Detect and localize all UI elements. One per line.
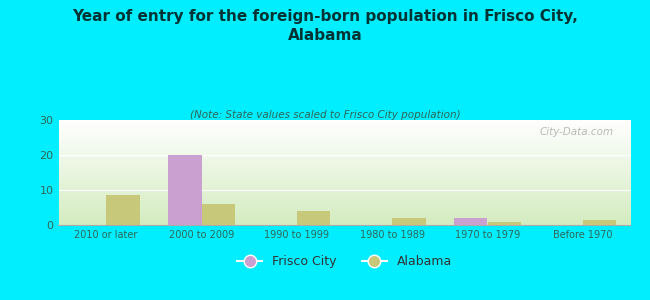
Text: City-Data.com: City-Data.com [540,127,614,137]
Legend: Frisco City, Alabama: Frisco City, Alabama [232,250,457,273]
Bar [297,211,330,225]
Bar [202,204,235,225]
Bar [168,155,202,225]
Bar [392,218,426,225]
Bar [106,195,140,225]
Bar [583,220,616,225]
Bar [488,221,521,225]
Text: (Note: State values scaled to Frisco City population): (Note: State values scaled to Frisco Cit… [190,110,460,119]
Bar [454,218,488,225]
Text: Year of entry for the foreign-born population in Frisco City,
Alabama: Year of entry for the foreign-born popul… [72,9,578,43]
